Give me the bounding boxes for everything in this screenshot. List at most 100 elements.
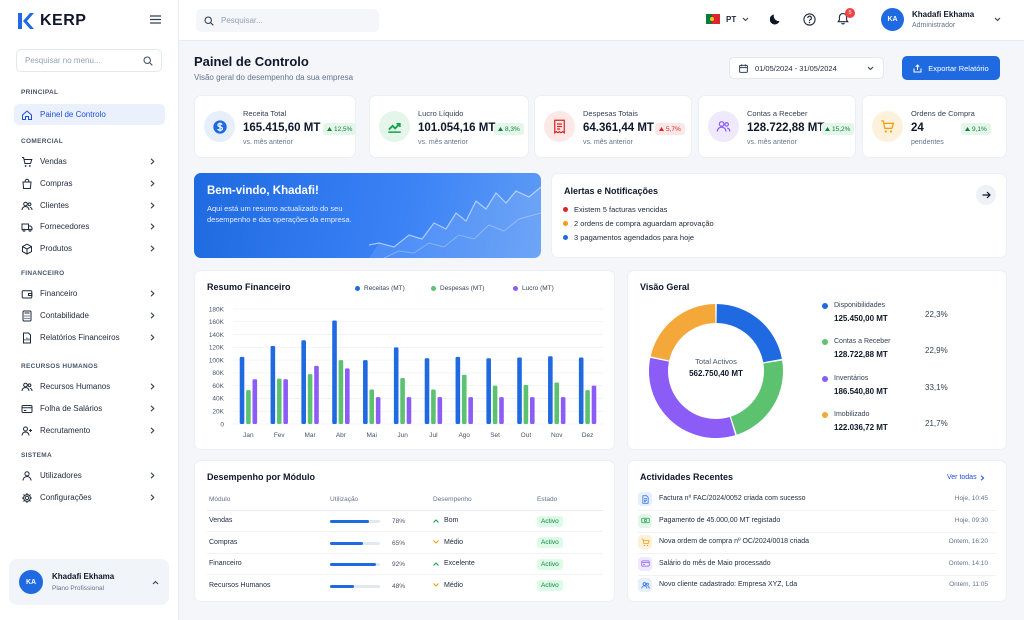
bar-despesas-mai[interactable] [369,389,375,425]
sidebar-item-compras[interactable]: Compras [14,173,165,194]
bar-receitas-jan[interactable] [239,356,245,424]
alert-item[interactable]: 2 ordens de compra aguardam aprovação [563,219,714,228]
kpi-icon-circle [379,111,410,142]
donut-legend-item[interactable]: Disponibilidades 125.450,00 MT 22,3% [822,302,997,323]
bar-despesas-fev[interactable] [276,378,282,424]
sidebar-item-financeiro[interactable]: Financeiro [14,283,165,304]
bar-lucro-mar[interactable] [314,365,319,424]
kpi-change-badge: 9,1% [961,123,991,135]
bar-lucro-ago[interactable] [468,397,473,424]
bar-despesas-set[interactable] [492,385,498,424]
legend-item[interactable]: Despesas (MT) [431,285,484,292]
sidebar-item-produtos[interactable]: Produtos [14,238,165,259]
bar-lucro-nov[interactable] [560,397,566,424]
bar-receitas-dez[interactable] [578,357,584,424]
bar-despesas-nov[interactable] [554,382,560,424]
sidebar-user-card[interactable]: KA Khadafi Ekhama Plano Profissional [9,559,169,605]
legend-percent: 21,7% [925,419,948,428]
kpi-card[interactable]: Lucro Líquido 101.054,16 MT 8,3% vs. mês… [369,95,529,158]
bar-lucro-mai[interactable] [375,397,381,424]
status-badge: Activo [537,515,563,527]
legend-item[interactable]: Receitas (MT) [355,285,405,292]
bar-despesas-mar[interactable] [307,374,313,424]
trend-up-icon [388,122,401,133]
search-icon[interactable] [143,55,153,66]
bar-despesas-dez[interactable] [585,390,590,424]
donut-slice-disponibilidades[interactable] [716,304,782,363]
bar-receitas-set[interactable] [486,358,491,424]
notifications-button[interactable]: 5 [837,8,855,25]
legend-label: Despesas (MT) [440,285,485,292]
kpi-card[interactable]: Contas a Receber 128.722,88 MT 15,2% vs.… [698,95,856,158]
bar-despesas-ago[interactable] [461,374,467,424]
kpi-change-badge: 12,5% [323,123,357,135]
users-icon [21,200,33,212]
sidebar-item-painel-de-controlo[interactable]: Painel de Controlo [14,104,165,125]
sidebar-item-recrutamento[interactable]: Recrutamento [14,420,165,441]
donut-slice-imobilizado[interactable] [650,304,716,361]
bar-despesas-jul[interactable] [431,389,436,425]
bar-receitas-fev[interactable] [270,346,276,424]
bar-receitas-mai[interactable] [363,360,368,424]
menu-search[interactable] [16,49,162,72]
chevron-right-icon [150,334,155,341]
section-principal: PRINCIPAL [21,89,59,96]
global-search-input[interactable] [221,16,371,25]
kpi-card[interactable]: Ordens de Compra 24 9,1% pendentes [862,95,1007,158]
alert-item[interactable]: Existem 5 facturas vencidas [563,205,667,214]
app-logo[interactable]: KERP [17,12,86,30]
bar-receitas-mar[interactable] [301,340,306,424]
sidebar-item-vendas[interactable]: Vendas [14,151,165,172]
donut-legend-item[interactable]: Inventários 186.540,80 MT 33,1% [822,375,997,396]
legend-item[interactable]: Lucro (MT) [513,285,554,292]
sidebar-item-fornecedores[interactable]: Fornecedores [14,216,165,237]
bar-lucro-jan[interactable] [252,379,258,424]
donut-slice-inventarios[interactable] [649,357,736,438]
kpi-card[interactable]: Despesas Totais 64.361,44 MT 5,7% vs. mê… [534,95,692,158]
language-selector[interactable]: PT [706,14,749,24]
donut-slice-contas-a-receber[interactable] [730,360,783,435]
bar-lucro-fev[interactable] [283,379,288,424]
bar-lucro-set[interactable] [499,397,504,424]
bar-lucro-out[interactable] [530,397,535,424]
sidebar-item-label: Compras [40,179,73,188]
kpi-card[interactable]: Receita Total 165.415,60 MT 12,5% vs. mê… [194,95,357,158]
see-all-link[interactable]: Ver todas [947,474,985,481]
dark-mode-toggle[interactable] [770,13,782,25]
menu-search-input[interactable] [25,56,135,65]
chevron-up-icon[interactable] [152,580,159,585]
sidebar-user-plan: Plano Profissional [52,585,105,592]
bar-despesas-out[interactable] [523,385,529,424]
bar-receitas-jul[interactable] [424,358,430,424]
global-search[interactable] [196,9,379,32]
bar-receitas-abr[interactable] [332,320,337,425]
menu-toggle-icon[interactable] [150,15,161,24]
sidebar-item-folha-de-salarios[interactable]: Folha de Salários [14,398,165,419]
donut-legend-item[interactable]: Contas a Receber 128.722,88 MT 22,9% [822,338,997,359]
bar-lucro-jun[interactable] [406,397,412,424]
sidebar-item-clientes[interactable]: Clientes [14,195,165,216]
user-menu[interactable]: KA Khadafi Ekhama Administrador [881,8,1001,31]
sidebar-item-recursos-humanos[interactable]: Recursos Humanos [14,376,165,397]
sidebar-item-contabilidade[interactable]: Contabilidade [14,305,165,326]
date-range-picker[interactable]: 01/05/2024 - 31/05/2024 [729,57,884,79]
bar-lucro-dez[interactable] [591,385,597,424]
bar-despesas-jan[interactable] [246,390,251,424]
bar-lucro-abr[interactable] [345,368,350,424]
bar-despesas-jun[interactable] [400,378,405,424]
bar-despesas-abr[interactable] [338,360,344,424]
bar-receitas-out[interactable] [517,357,522,424]
sidebar-item-configuracoes[interactable]: Configurações [14,487,165,508]
help-button[interactable] [803,13,816,26]
sidebar-item-relatorios-financeiros[interactable]: Relatórios Financeiros [14,327,165,348]
cart-icon [641,538,650,546]
export-report-button[interactable]: Exportar Relatório [902,56,1000,80]
bar-lucro-jul[interactable] [437,397,443,424]
bar-receitas-jun[interactable] [393,347,399,424]
donut-legend-item[interactable]: Imobilizado 122.036,72 MT 21,7% [822,411,997,432]
alerts-open-button[interactable] [976,185,996,205]
bar-receitas-ago[interactable] [455,356,461,424]
alert-item[interactable]: 3 pagamentos agendados para hoje [563,233,694,242]
bar-receitas-nov[interactable] [548,356,553,424]
sidebar-item-utilizadores[interactable]: Utilizadores [14,465,165,486]
